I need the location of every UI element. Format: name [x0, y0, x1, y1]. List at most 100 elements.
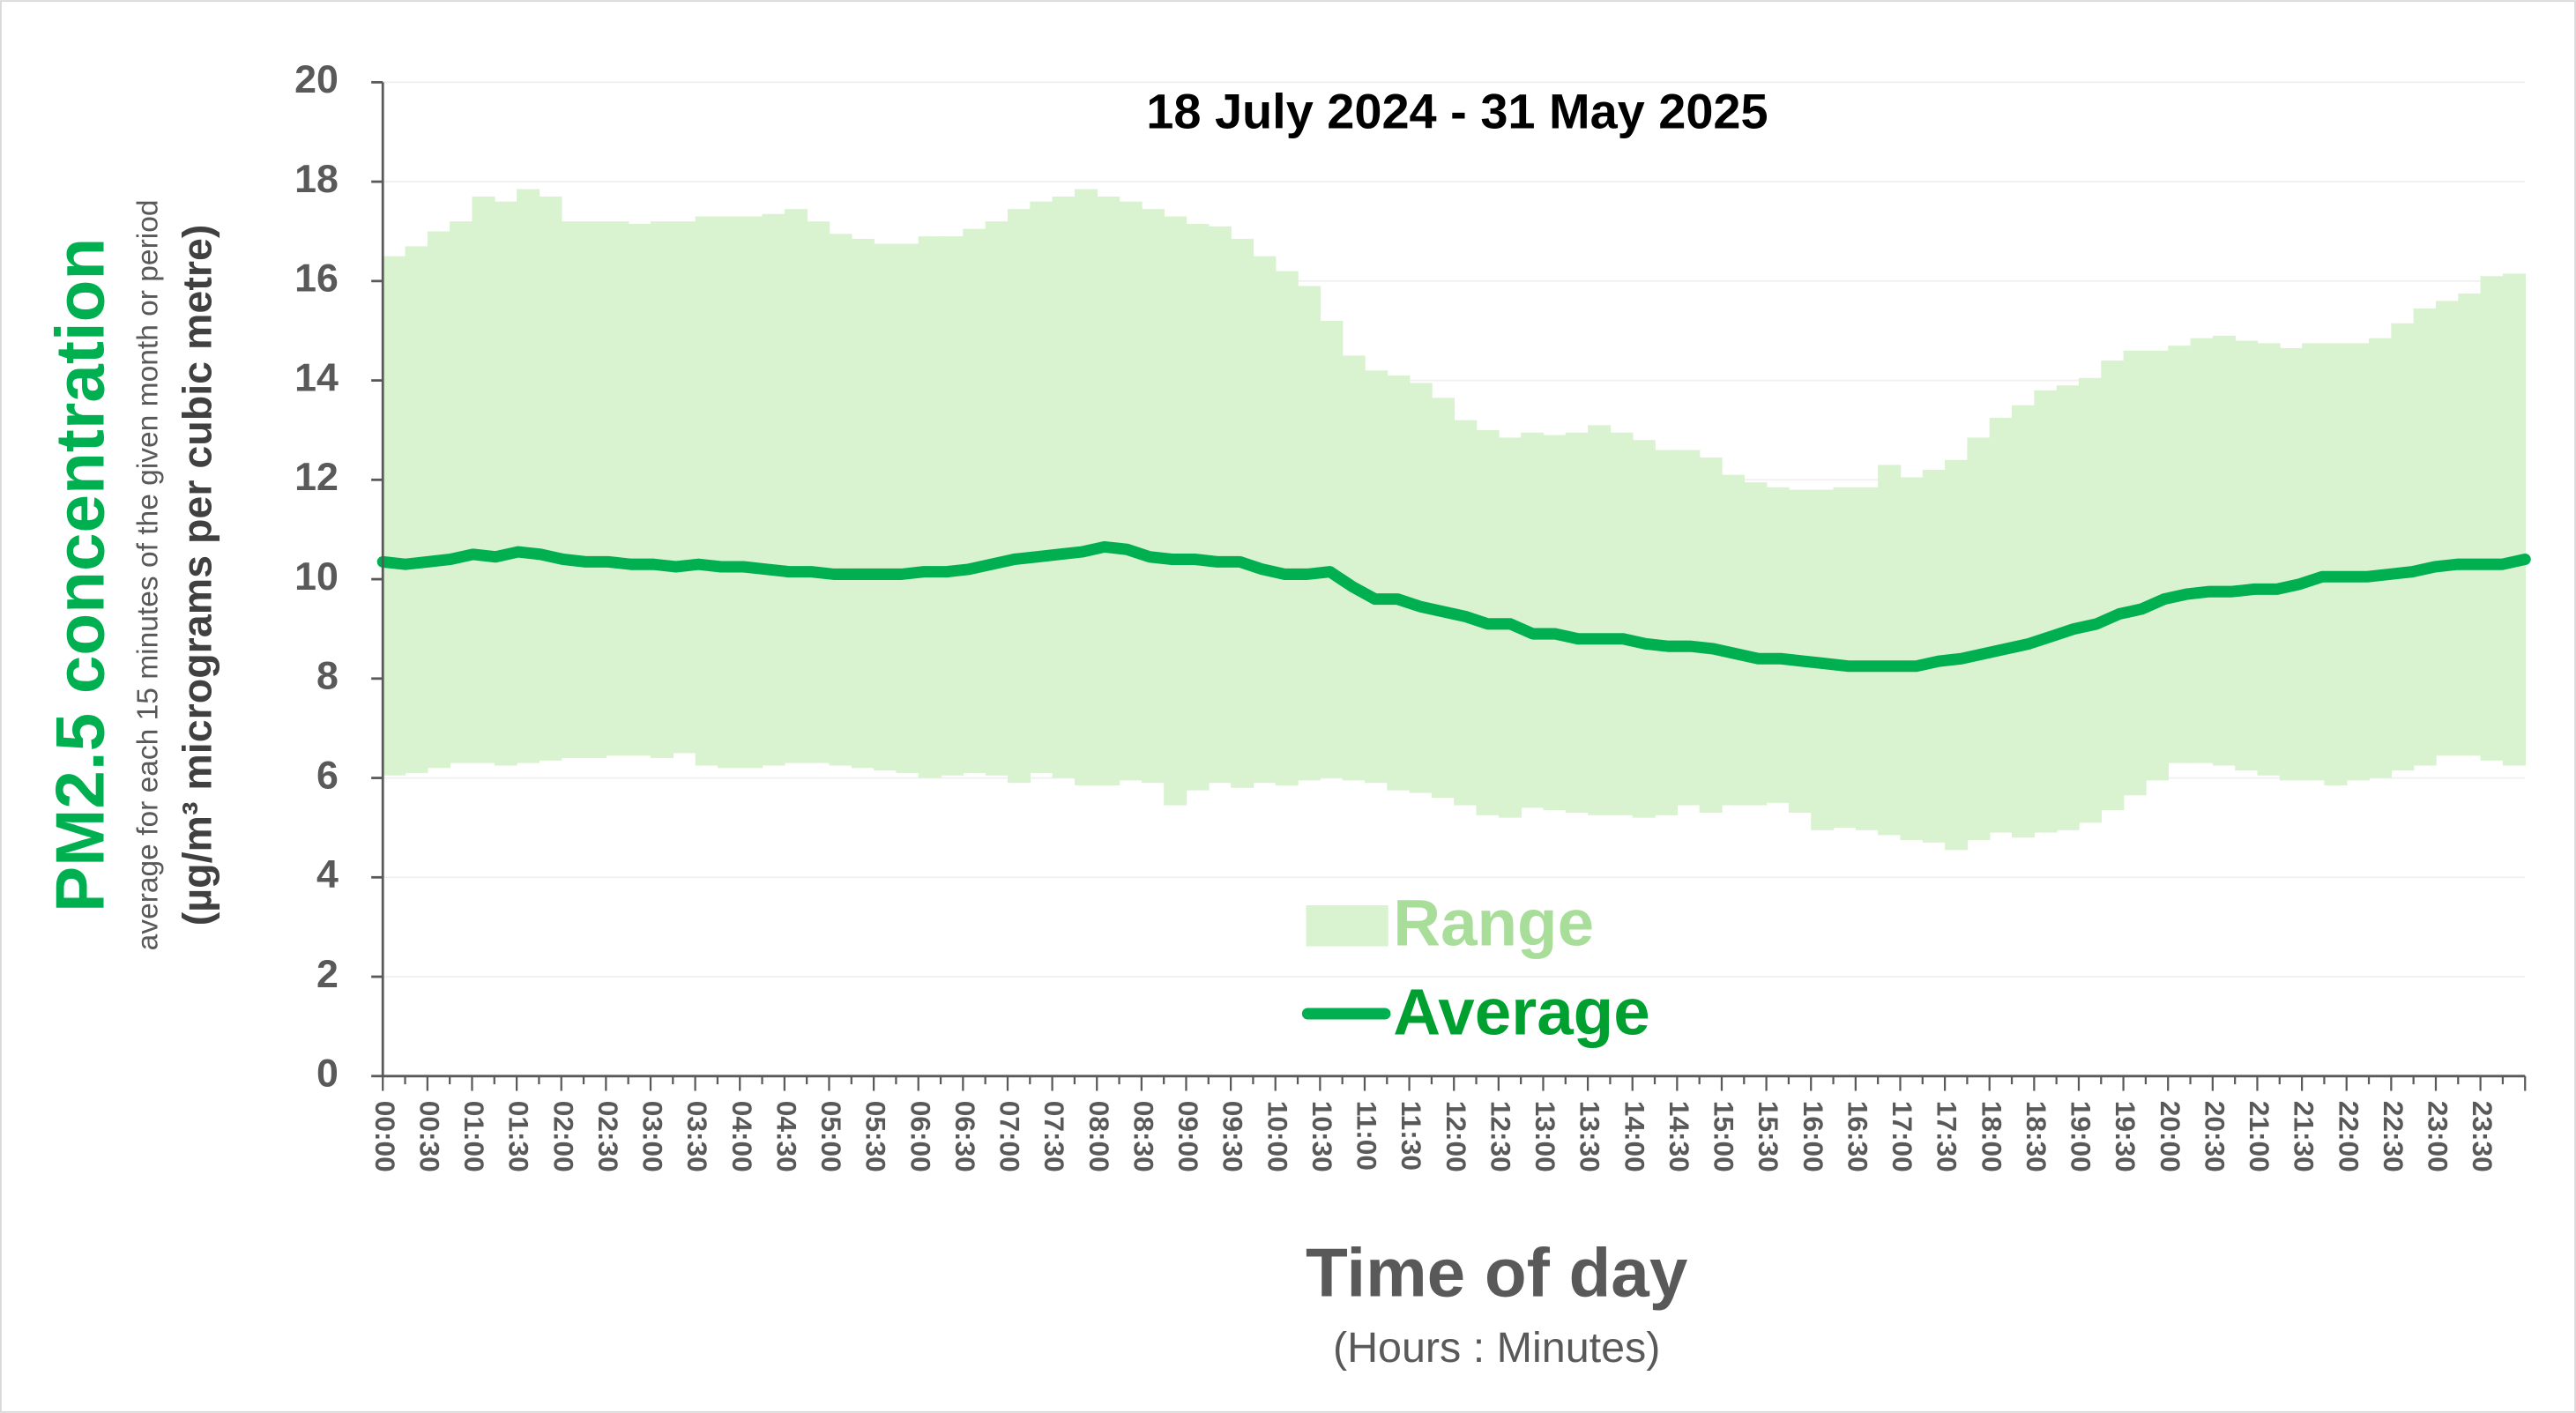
range-bin — [2168, 346, 2192, 763]
x-tick-label: 05:30 — [860, 1101, 892, 1172]
x-tick-label: 16:30 — [1842, 1101, 1873, 1172]
x-tick-label: 20:30 — [2199, 1101, 2230, 1172]
x-axis-subtitle: (Hours : Minutes) — [1333, 1324, 1660, 1372]
range-bin — [2212, 335, 2236, 766]
x-tick-label: 06:00 — [905, 1101, 936, 1172]
x-tick-label: 21:30 — [2289, 1101, 2320, 1172]
range-bin — [1610, 432, 1634, 815]
range-bin — [1052, 197, 1076, 778]
range-bin — [874, 243, 897, 771]
range-bin — [1543, 435, 1567, 811]
x-tick-label: 17:30 — [1932, 1101, 1963, 1172]
y-tick-label: 10 — [294, 555, 339, 599]
x-tick-label: 21:00 — [2244, 1101, 2275, 1172]
range-bin — [1788, 489, 1812, 814]
range-bin — [405, 246, 428, 773]
range-bin — [1030, 201, 1053, 773]
y-tick-label: 12 — [294, 456, 339, 499]
range-bin — [1097, 197, 1120, 786]
range-bin — [695, 216, 718, 766]
range-bin — [450, 221, 473, 763]
x-tick-label: 10:00 — [1262, 1101, 1293, 1172]
range-bin — [1320, 320, 1344, 778]
range-bin — [1521, 432, 1545, 808]
x-tick-label: 04:30 — [771, 1101, 802, 1172]
x-tick-label: 19:30 — [2110, 1101, 2141, 1172]
legend-label: Range — [1393, 887, 1594, 960]
y-tick-label: 16 — [294, 257, 339, 301]
x-tick-label: 14:30 — [1664, 1101, 1695, 1172]
x-tick-label: 07:30 — [1039, 1101, 1070, 1172]
x-tick-label: 14:00 — [1619, 1101, 1650, 1172]
range-bin — [1164, 216, 1187, 806]
range-bin — [2056, 385, 2080, 830]
x-tick-label: 01:30 — [503, 1101, 535, 1172]
range-bin — [2324, 343, 2348, 786]
x-tick-label: 12:30 — [1485, 1101, 1516, 1172]
x-tick-label: 08:00 — [1083, 1101, 1115, 1172]
range-bin — [740, 216, 763, 769]
range-bin — [427, 231, 450, 769]
legend: Range Average — [1301, 887, 1650, 1048]
range-bin — [1007, 209, 1031, 784]
range-bin — [1275, 271, 1299, 786]
x-axis-title: Time of day — [1306, 1234, 1688, 1312]
range-bin — [1588, 425, 1612, 815]
range-bin — [2123, 350, 2147, 796]
x-tick-label: 00:30 — [413, 1101, 445, 1172]
range-bin — [1721, 474, 1746, 806]
range-bin — [2078, 377, 2103, 823]
x-tick-label: 23:00 — [2423, 1101, 2454, 1172]
range-bin — [1409, 383, 1433, 793]
range-bin — [1967, 437, 1991, 841]
x-tick-label: 16:00 — [1798, 1101, 1829, 1172]
x-tick-label: 04:00 — [726, 1101, 758, 1172]
y-axis-unit: (µg/m³ micrograms per cubic metre) — [175, 225, 220, 926]
y-tick-label: 14 — [294, 356, 339, 399]
range-bin — [762, 213, 785, 766]
plot — [376, 189, 2531, 851]
range-bin — [1387, 375, 1411, 791]
x-tick-label: 22:00 — [2333, 1101, 2364, 1172]
x-tick-label: 07:00 — [994, 1101, 1026, 1172]
range-bin — [1342, 355, 1366, 781]
x-tick-label: 01:00 — [458, 1101, 490, 1172]
range-bin — [1119, 201, 1143, 781]
x-tick-label: 11:30 — [1396, 1101, 1427, 1171]
range-bin — [2391, 323, 2415, 771]
range-bin — [851, 238, 875, 769]
range-bin — [1900, 477, 1924, 841]
range-bin — [896, 243, 919, 773]
range-bin — [2235, 340, 2259, 771]
range-bin — [963, 228, 986, 773]
range-bin — [2346, 343, 2370, 781]
range-bin — [1253, 256, 1277, 784]
x-tick-label: 22:30 — [2378, 1101, 2409, 1172]
chart-title: 18 July 2024 - 31 May 2025 — [1146, 83, 1768, 138]
y-tick-label: 0 — [316, 1052, 339, 1096]
x-tick-label: 10:30 — [1307, 1101, 1338, 1172]
range-bin — [584, 221, 607, 759]
range-bin — [2369, 338, 2393, 778]
x-tick-label: 12:00 — [1441, 1101, 1472, 1172]
y-tick-label: 20 — [294, 58, 339, 101]
average-line — [376, 540, 2531, 673]
range-bin — [2413, 308, 2437, 766]
x-tick-label: 15:00 — [1709, 1101, 1740, 1172]
range-bin — [941, 236, 964, 776]
range-bin — [1298, 286, 1322, 781]
range-bin — [1878, 465, 1902, 836]
range-bin — [829, 234, 852, 766]
range-bin — [1855, 487, 1879, 830]
x-tick-label: 15:30 — [1753, 1101, 1784, 1172]
x-tick-label: 09:00 — [1173, 1101, 1204, 1172]
range-bin — [494, 201, 517, 766]
range-bin — [2101, 361, 2125, 811]
range-bin — [1074, 189, 1098, 786]
range-bin — [1655, 450, 1679, 815]
axes: 0 2 4 6 8 10 12 14 16 18 20 00:00 00:30 01:00 01:30 02:… — [294, 58, 2527, 1172]
range-bin — [2435, 301, 2460, 756]
range-bin — [606, 221, 629, 756]
y-tick-label: 6 — [316, 754, 339, 797]
